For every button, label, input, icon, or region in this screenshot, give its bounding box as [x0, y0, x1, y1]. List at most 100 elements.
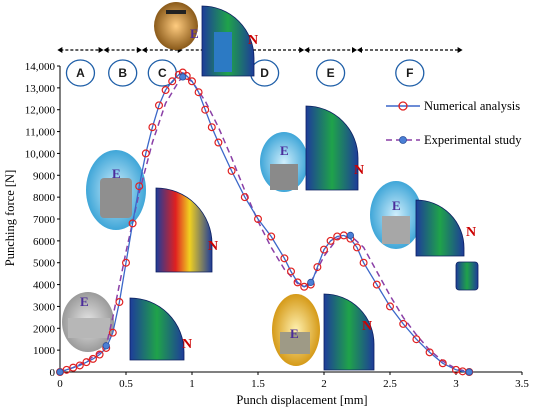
y-axis-label: Punching force [N] — [3, 170, 17, 267]
y-tick-label: 4000 — [33, 280, 56, 292]
x-tick-label: 3.5 — [515, 378, 529, 390]
numerical-point — [386, 302, 395, 311]
numerical-point — [148, 123, 157, 132]
y-tick-label: 1000 — [33, 345, 56, 357]
y-tick-label: 5000 — [33, 258, 56, 270]
y-tick-label: 9000 — [33, 170, 56, 182]
numerical-point — [141, 149, 150, 158]
numerical-point — [412, 335, 421, 344]
inset-tag-n: N — [208, 239, 218, 254]
region-arrow-left — [57, 47, 63, 53]
region-b: B — [103, 47, 142, 87]
numerical-line — [59, 71, 470, 373]
x-tick-label: 0.5 — [119, 378, 133, 390]
y-tick-label: 14,000 — [25, 61, 56, 73]
inset-tag-n: N — [248, 33, 258, 48]
inset-top-fem: N — [201, 5, 258, 77]
x-tick-label: 2.5 — [383, 378, 397, 390]
region-badge — [395, 59, 425, 87]
numerical-point — [353, 243, 362, 252]
numerical-point — [280, 254, 289, 263]
numerical-point — [188, 77, 197, 86]
legend-label-numerical: Numerical analysis — [424, 99, 520, 113]
region-arrow-left — [357, 47, 362, 53]
numerical-point — [326, 236, 335, 245]
inset-tag-n: N — [362, 319, 372, 334]
numerical-point — [267, 232, 276, 241]
numerical-point — [425, 348, 434, 357]
legend-marker-numerical — [398, 101, 408, 111]
experimental-point — [465, 368, 473, 376]
numerical-point — [293, 278, 302, 287]
y-tick-label: 11,000 — [25, 127, 55, 139]
inset-top-photo: E — [154, 2, 199, 50]
region-badge — [65, 59, 96, 87]
inset-bottom-left-fem: N — [129, 297, 192, 361]
numerical-point — [214, 138, 223, 147]
numerical-point — [372, 280, 381, 289]
region-arrow-left — [141, 47, 147, 53]
numerical-point — [227, 166, 236, 175]
y-tick-label: 13,000 — [25, 83, 56, 95]
x-tick-label: 3 — [453, 378, 459, 390]
x-tick-labels: 0 0.5 1 1.5 2 2.5 3 3.5 — [57, 372, 529, 390]
numerical-point — [121, 258, 130, 267]
inset-far-right-fem: N — [415, 199, 479, 291]
inset-right-photo: E — [260, 132, 308, 192]
experimental-point — [56, 368, 64, 376]
numerical-point — [359, 258, 368, 267]
region-e: E — [304, 47, 357, 87]
numerical-point — [194, 88, 203, 97]
inset-bottom-left-photo: E — [62, 292, 114, 352]
numerical-point — [128, 219, 137, 228]
region-label: E — [327, 66, 335, 80]
y-tick-label: 12,000 — [25, 105, 56, 117]
experimental-point — [179, 73, 187, 81]
region-badge — [315, 59, 346, 87]
inset-images: E N E N E N E — [62, 2, 479, 371]
inset-right-fem: N — [305, 105, 364, 191]
inset-left-fem: N — [155, 187, 218, 273]
inset-tag-e: E — [190, 26, 199, 41]
region-arrow-right — [98, 47, 104, 53]
y-tick-label: 6000 — [33, 236, 56, 248]
stage-regions: A B C D E F — [57, 47, 463, 87]
y-tick-label: 7000 — [33, 214, 56, 226]
region-arrow-left — [304, 47, 310, 53]
plot-series — [55, 68, 474, 377]
x-tick-label: 1.5 — [251, 378, 265, 390]
region-badge — [108, 59, 138, 87]
region-label: D — [260, 66, 269, 80]
region-c: C — [141, 47, 183, 87]
experimental-point — [102, 342, 110, 350]
region-label: B — [118, 66, 127, 80]
x-axis-label: Punch displacement [mm] — [236, 393, 367, 407]
region-arrow-right — [352, 47, 357, 53]
region-label: A — [76, 66, 85, 80]
experimental-line — [59, 75, 470, 373]
region-arrow-right — [457, 47, 463, 53]
inset-tag-n: N — [354, 163, 364, 178]
numerical-point — [88, 354, 97, 363]
legend: Numerical analysis Experimental study — [384, 92, 546, 154]
numerical-point — [287, 267, 296, 276]
inset-tag-n: N — [466, 225, 476, 240]
numerical-point — [82, 358, 91, 367]
region-a: A — [57, 47, 104, 87]
y-tick-label: 10,000 — [25, 148, 56, 160]
numerical-point — [240, 193, 249, 202]
numerical-point — [320, 245, 329, 254]
numerical-point — [168, 77, 177, 86]
numerical-point — [207, 123, 216, 132]
region-label: F — [406, 66, 413, 80]
experimental-point — [307, 278, 315, 286]
numerical-point — [155, 101, 164, 110]
region-arrow-right — [136, 47, 142, 53]
inset-tag-e: E — [290, 326, 299, 341]
region-arrow-left — [103, 47, 109, 53]
numerical-point — [108, 328, 117, 337]
numerical-point — [313, 263, 322, 272]
inset-tag-e: E — [80, 294, 89, 309]
numerical-point — [399, 319, 408, 328]
